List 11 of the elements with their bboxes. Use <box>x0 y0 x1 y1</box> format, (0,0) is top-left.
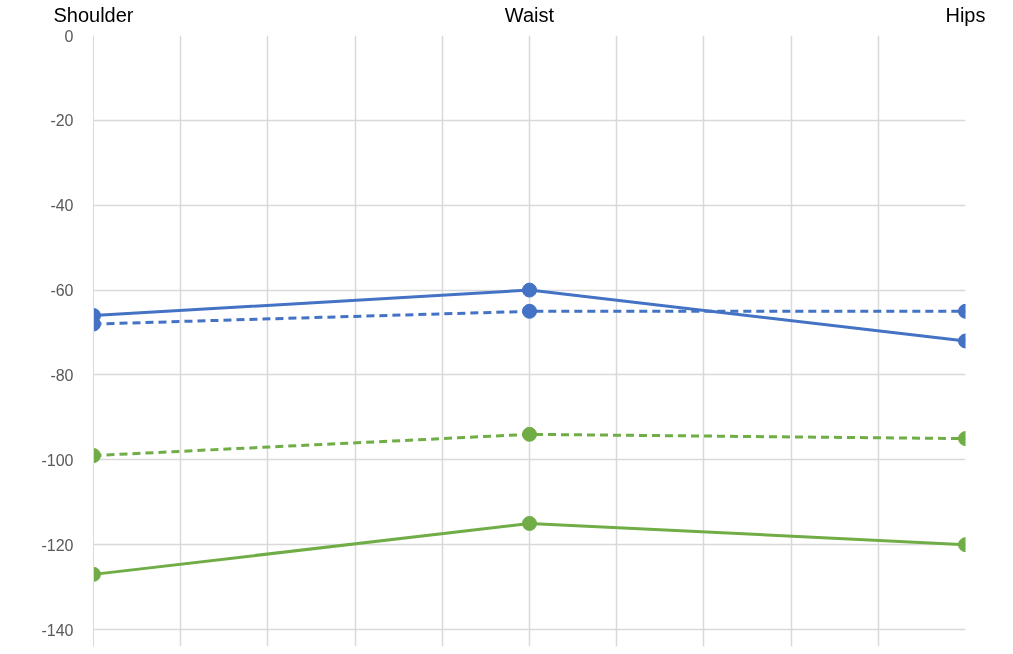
x-tick-label: Waist <box>504 3 555 26</box>
y-tick-label: 0 <box>64 27 74 45</box>
y-tick-label: -100 <box>41 451 74 469</box>
y-tick-label: -120 <box>41 536 74 554</box>
y-tick-label: -60 <box>50 282 74 300</box>
y-tick-label: -140 <box>41 621 74 639</box>
y-tick-label: -20 <box>50 112 74 130</box>
y-tick-label: -80 <box>50 366 74 384</box>
y-tick-label: -40 <box>50 197 74 215</box>
x-tick-label: Hips <box>945 3 986 26</box>
x-tick-label: Shoulder <box>53 3 134 26</box>
